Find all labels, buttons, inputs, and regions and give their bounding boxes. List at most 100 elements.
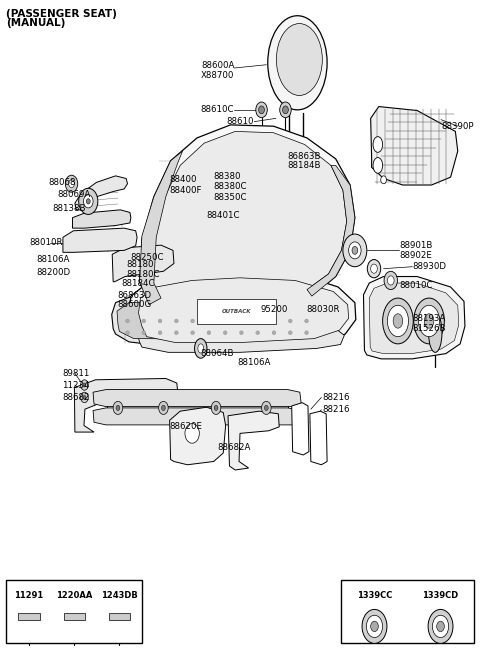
Text: 88010R: 88010R — [29, 238, 63, 247]
Text: 88380
88380C
88350C: 88380 88380C 88350C — [214, 172, 247, 202]
Ellipse shape — [185, 424, 199, 443]
Text: 88610: 88610 — [227, 117, 254, 126]
Text: (PASSENGER SEAT): (PASSENGER SEAT) — [6, 9, 117, 18]
Text: 88930D: 88930D — [412, 262, 446, 271]
Bar — [109, 613, 130, 620]
Ellipse shape — [414, 298, 444, 344]
Bar — [19, 613, 39, 620]
Polygon shape — [310, 411, 327, 465]
Text: 88610C: 88610C — [201, 105, 234, 115]
Text: 88068: 88068 — [48, 178, 76, 187]
Text: 95200: 95200 — [260, 305, 288, 314]
Ellipse shape — [367, 259, 381, 278]
Ellipse shape — [437, 621, 444, 631]
Polygon shape — [169, 407, 226, 465]
Ellipse shape — [259, 106, 264, 114]
Ellipse shape — [126, 331, 130, 335]
Polygon shape — [307, 166, 355, 296]
Ellipse shape — [223, 331, 227, 335]
Ellipse shape — [362, 609, 387, 643]
Ellipse shape — [256, 102, 267, 118]
Polygon shape — [369, 283, 459, 354]
Ellipse shape — [194, 339, 207, 358]
Ellipse shape — [424, 314, 434, 328]
Ellipse shape — [158, 319, 162, 323]
Polygon shape — [74, 379, 178, 432]
Ellipse shape — [113, 402, 123, 415]
Text: 88901B
88902E: 88901B 88902E — [399, 240, 432, 260]
Ellipse shape — [174, 331, 178, 335]
Ellipse shape — [419, 305, 440, 337]
Text: 88600G: 88600G — [118, 300, 152, 309]
Text: 88069A: 88069A — [57, 191, 90, 199]
Ellipse shape — [383, 298, 413, 344]
Ellipse shape — [158, 402, 168, 415]
Text: 88106A: 88106A — [238, 358, 271, 367]
Text: 86863D: 86863D — [118, 291, 152, 300]
Ellipse shape — [352, 246, 358, 254]
Ellipse shape — [373, 158, 383, 174]
Polygon shape — [140, 151, 182, 305]
Ellipse shape — [83, 383, 86, 387]
Ellipse shape — [428, 609, 453, 643]
Ellipse shape — [214, 405, 218, 411]
Bar — [6, 580, 142, 643]
Ellipse shape — [348, 242, 361, 259]
Ellipse shape — [198, 344, 204, 353]
Ellipse shape — [393, 314, 403, 328]
Text: 88193A: 88193A — [412, 314, 445, 323]
Text: 86863B: 86863B — [287, 153, 321, 161]
Ellipse shape — [381, 176, 386, 183]
Ellipse shape — [262, 402, 271, 415]
Polygon shape — [72, 210, 131, 228]
Text: OUTBACK: OUTBACK — [221, 309, 251, 314]
Ellipse shape — [256, 331, 260, 335]
Ellipse shape — [371, 264, 377, 273]
Ellipse shape — [86, 198, 90, 204]
Polygon shape — [371, 107, 458, 185]
Polygon shape — [140, 125, 355, 309]
Polygon shape — [228, 411, 279, 470]
Ellipse shape — [84, 195, 93, 208]
Ellipse shape — [142, 319, 146, 323]
Ellipse shape — [272, 331, 276, 335]
Ellipse shape — [207, 331, 211, 335]
Ellipse shape — [240, 319, 243, 323]
Polygon shape — [292, 403, 309, 455]
Polygon shape — [112, 290, 336, 347]
Bar — [197, 299, 276, 324]
Text: 88682: 88682 — [62, 393, 89, 402]
Ellipse shape — [191, 319, 194, 323]
Ellipse shape — [81, 392, 88, 403]
Ellipse shape — [280, 102, 291, 118]
Ellipse shape — [240, 331, 243, 335]
Text: 88682A: 88682A — [217, 443, 251, 452]
Ellipse shape — [81, 380, 88, 390]
Bar — [64, 613, 84, 620]
Text: 88250C: 88250C — [130, 253, 163, 262]
Ellipse shape — [305, 319, 309, 323]
Ellipse shape — [256, 319, 260, 323]
Ellipse shape — [373, 137, 383, 153]
Polygon shape — [112, 245, 174, 282]
Text: 88200D: 88200D — [36, 268, 71, 277]
Ellipse shape — [126, 319, 130, 323]
Ellipse shape — [387, 276, 394, 285]
Text: 88010C: 88010C — [399, 281, 432, 290]
Text: 88184C: 88184C — [122, 279, 156, 288]
Ellipse shape — [142, 331, 146, 335]
Ellipse shape — [305, 331, 309, 335]
Ellipse shape — [223, 319, 227, 323]
Text: 1339CC: 1339CC — [357, 591, 392, 600]
Text: 88184B: 88184B — [287, 161, 321, 170]
Ellipse shape — [158, 331, 162, 335]
Polygon shape — [63, 228, 137, 252]
Text: 88064B: 88064B — [201, 349, 234, 358]
Ellipse shape — [276, 24, 323, 96]
Ellipse shape — [79, 188, 98, 214]
Text: 1243DB: 1243DB — [101, 591, 138, 600]
Ellipse shape — [207, 319, 211, 323]
Polygon shape — [117, 298, 326, 339]
Ellipse shape — [283, 106, 288, 114]
Polygon shape — [93, 408, 301, 425]
